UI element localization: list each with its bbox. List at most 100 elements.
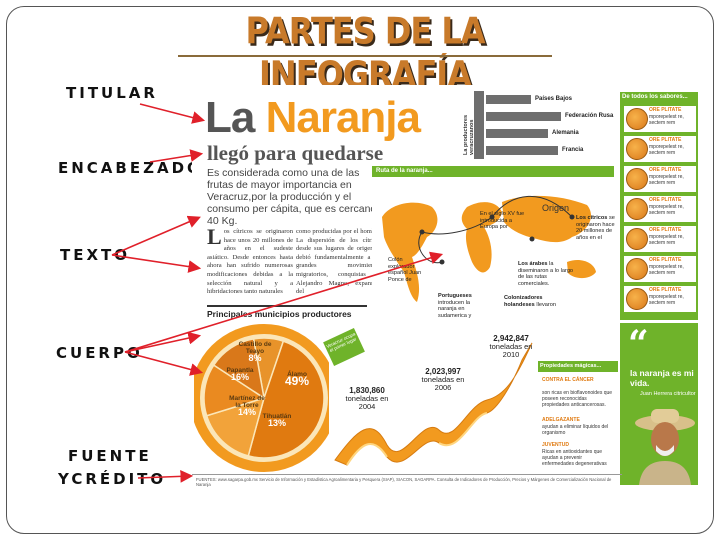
fruit-desc: mporepelest re, sectem rem bbox=[649, 204, 684, 216]
prop-title-cancer: CONTRA EL CÁNCER bbox=[542, 377, 594, 383]
pie-label-papantla: Papantla 16% bbox=[223, 367, 257, 382]
bar-axis-block bbox=[474, 91, 484, 159]
country-bar-label: Francia bbox=[562, 147, 584, 153]
orange-icon bbox=[626, 168, 648, 190]
map-note-arabes-bold: Los árabes bbox=[518, 261, 548, 267]
continent-oceania bbox=[567, 260, 596, 279]
pie-name-martinez: Martínez de la Torre bbox=[229, 395, 265, 409]
pie-label-alamo: Álamo 49% bbox=[282, 371, 312, 387]
country-bar bbox=[486, 95, 531, 104]
production-2006: 2,023,997 toneladas en 2006 bbox=[418, 368, 468, 392]
deck: llegó para quedarse bbox=[207, 141, 384, 165]
arrow-texto-1 bbox=[111, 215, 201, 256]
pie-slice bbox=[203, 364, 266, 417]
fruit-item: ORE PLITATE mporepelest re, sectem rem bbox=[624, 106, 696, 132]
arrow-cuerpo-3 bbox=[124, 351, 204, 376]
label-fuente: FUENTE bbox=[68, 447, 152, 465]
map-note-arabes: Los árabes la diseminaron a lo largo de … bbox=[518, 261, 576, 287]
pie-pct-papantla: 16% bbox=[230, 372, 249, 382]
pie-name-castillo: Castillo de Teayo bbox=[238, 341, 272, 355]
continent-americas bbox=[382, 202, 438, 302]
arrow-texto-2 bbox=[111, 254, 202, 273]
fruit-desc: mporepelest re, sectem rem bbox=[649, 234, 684, 246]
country-bar-label: Federación Rusa bbox=[565, 113, 614, 119]
pie-label-castillo: Castillo de Teayo 8% bbox=[238, 341, 272, 363]
fruit-desc: mporepelest re, sectem rem bbox=[649, 144, 684, 156]
map-note-portugueses-bold: Portugueses bbox=[438, 293, 472, 299]
fruit-item: ORE PLITATE mporepelest re, sectem rem bbox=[624, 166, 696, 192]
pie-chart bbox=[194, 324, 329, 472]
pie-slices bbox=[203, 337, 325, 459]
pie-name-papantla: Papantla bbox=[226, 367, 254, 374]
prop-desc-juventud: Ricas en antioxidantes que ayudan a prev… bbox=[542, 449, 607, 467]
body-left-text: os cítricos se originaron hace unos 20 m… bbox=[207, 228, 293, 296]
map-note-xv: En el siglo XV fue introducida a Europa … bbox=[480, 211, 525, 231]
pie-pct-alamo: 49% bbox=[284, 374, 310, 388]
quote-text: la naranja es mi vida. bbox=[630, 368, 694, 388]
label-credito: YCRÉDITO bbox=[58, 470, 167, 488]
fruit-name: ORE PLITATE bbox=[649, 287, 682, 293]
production-ribbon bbox=[334, 342, 533, 466]
farmer-portrait bbox=[635, 409, 695, 485]
prop-desc-adelgazante: ayudan a eliminar líquidos del organismo bbox=[542, 424, 609, 436]
country-bar bbox=[486, 129, 548, 138]
production-2004-value: 1,830,860 bbox=[349, 386, 385, 395]
production-2004: 1,830,860 toneladas en 2004 bbox=[342, 387, 392, 411]
headline-part-b: Naranja bbox=[265, 93, 421, 142]
headline: La Naranja bbox=[205, 93, 421, 143]
orange-icon bbox=[626, 258, 648, 280]
country-bar-label: Alemania bbox=[552, 130, 579, 136]
production-2004-text: toneladas en 2004 bbox=[345, 394, 389, 411]
map-note-citricos: Los cítricos se originaron hace 20 millo… bbox=[576, 215, 616, 241]
map-note-colonizadores-bold: Colonizadores holandeses bbox=[504, 295, 543, 308]
continent-europe-africa bbox=[461, 202, 502, 273]
pie-pct-tihuatlan: 13% bbox=[267, 418, 286, 428]
fruit-name: ORE PLITATE bbox=[649, 227, 682, 233]
fruit-name: ORE PLITATE bbox=[649, 257, 682, 263]
pie-slice bbox=[205, 396, 266, 457]
sources-line: FUENTES: www.sagarpa.gob.mx Servicio de … bbox=[192, 474, 622, 487]
fruit-desc: mporepelest re, sectem rem bbox=[649, 264, 684, 276]
dropcap: L bbox=[207, 224, 222, 249]
arrow-cuerpo-1 bbox=[124, 331, 202, 353]
fruit-item: ORE PLITATE mporepelest re, sectem rem bbox=[624, 226, 696, 252]
body-column-right: como producidas por el hombre. La disper… bbox=[296, 228, 382, 296]
label-titular: TITULAR bbox=[66, 84, 158, 102]
pie-pct-martinez: 14% bbox=[237, 407, 256, 417]
arrow-titular bbox=[139, 103, 206, 124]
arrow-encabezado bbox=[149, 149, 204, 163]
orange-icon bbox=[626, 228, 648, 250]
map-note-portugueses-text: introducen la naranja en sudamerica y bbox=[438, 299, 472, 319]
map-note-citricos-bold: Los cítricos bbox=[576, 215, 608, 221]
production-2006-text: toneladas en 2006 bbox=[421, 375, 465, 392]
quote-author: Juan Herrera citricultor bbox=[640, 391, 696, 397]
fruit-desc: mporepelest re, sectem rem bbox=[649, 174, 684, 186]
country-bar bbox=[486, 146, 558, 155]
pie-name-alamo: Álamo bbox=[287, 371, 307, 378]
prop-title-adelgazante: ADELGAZANTE bbox=[542, 417, 580, 423]
label-texto: TEXTO bbox=[60, 246, 131, 264]
municipios-title: Principales municipios productores bbox=[207, 309, 352, 319]
production-2006-value: 2,023,997 bbox=[425, 367, 461, 376]
fruit-item: ORE PLITATE mporepelest re, sectem rem bbox=[624, 256, 696, 282]
headline-part-a: La bbox=[205, 93, 266, 142]
pie-pct-castillo: 8% bbox=[248, 353, 262, 363]
route-header: Ruta de la naranja... bbox=[372, 166, 614, 177]
infographic: La Naranja llegó para quedarse Es consid… bbox=[192, 85, 698, 489]
arrow-cuerpo-2 bbox=[124, 251, 444, 353]
map-note-citricos-text: se originaron hace 20 millones de años e… bbox=[576, 215, 615, 241]
arrow-fuente bbox=[137, 469, 194, 483]
quote-mark-icon: “ bbox=[628, 323, 649, 365]
fruit-name: ORE PLITATE bbox=[649, 107, 682, 113]
sidebar-header: De todos los sabores... bbox=[622, 94, 688, 100]
map-note-colonizadores-text: llevaron bbox=[536, 301, 556, 308]
orange-icon bbox=[626, 288, 648, 310]
fruit-item: ORE PLITATE mporepelest re, sectem rem bbox=[624, 196, 696, 222]
production-2010-text: toneladas en 2010 bbox=[489, 342, 533, 359]
orange-icon bbox=[626, 198, 648, 220]
fruit-desc: mporepelest re, sectem rem bbox=[649, 294, 684, 306]
orange-icon bbox=[626, 108, 648, 130]
label-cuerpo: CUERPO bbox=[56, 344, 143, 362]
quote-box: “ la naranja es mi vida. Juan Herrera ci… bbox=[620, 323, 698, 485]
